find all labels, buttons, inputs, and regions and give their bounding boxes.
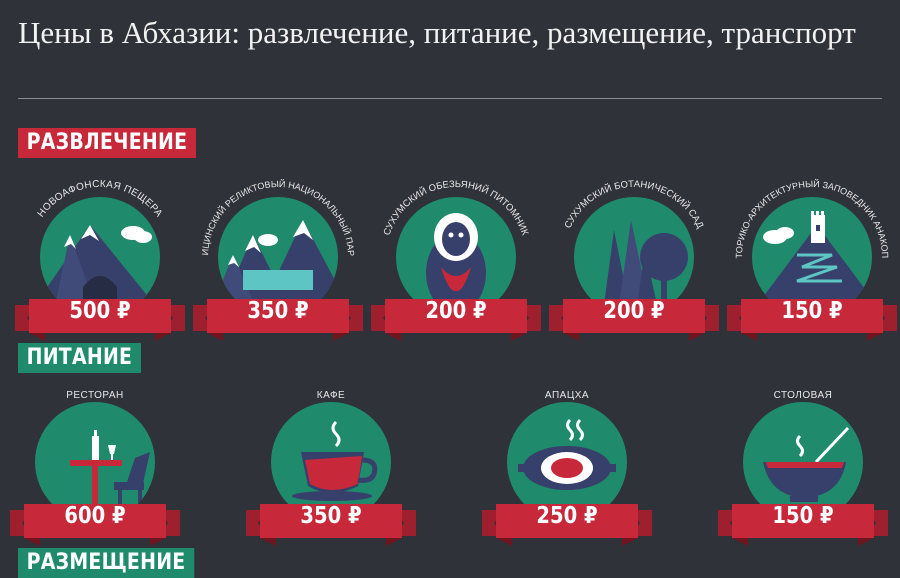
label-canteen: СТОЛОВАЯ — [773, 390, 833, 401]
food-card-cafe: 350 ₽ — [246, 400, 416, 550]
food-card-apatskha: 250 ₽ — [482, 400, 652, 550]
price-cave: 500 ₽ — [69, 298, 131, 324]
mountain-lake-icon — [193, 197, 363, 341]
price-cafe: 350 ₽ — [300, 503, 362, 529]
entertainment-card-monkey: 200 ₽ — [371, 195, 541, 345]
food-card-restaurant: 600 ₽ — [10, 400, 180, 550]
price-restaurant: 600 ₽ — [64, 503, 126, 529]
price-apatskha: 250 ₽ — [536, 503, 598, 529]
price-anakopia: 150 ₽ — [781, 298, 843, 324]
grill-plate-icon — [482, 402, 652, 546]
coffee-cup-icon — [246, 402, 416, 546]
entertainment-card-anakopia: 150 ₽ — [727, 195, 897, 345]
soup-bowl-icon — [718, 402, 888, 546]
price-park: 350 ₽ — [247, 298, 309, 324]
entertainment-card-cave: 500 ₽ — [15, 195, 185, 345]
monkey-icon — [371, 197, 541, 341]
price-monkey: 200 ₽ — [425, 298, 487, 324]
restaurant-table-icon — [10, 402, 180, 546]
trees-icon — [549, 197, 719, 341]
price-garden: 200 ₽ — [603, 298, 665, 324]
cave-mountain-icon — [15, 197, 185, 341]
label-cafe: КАФЕ — [316, 390, 346, 401]
section-label-food: ПИТАНИЕ — [18, 343, 141, 373]
label-apatskha: АПАЦХА — [544, 390, 590, 401]
entertainment-card-park: 350 ₽ — [193, 195, 363, 345]
title-divider — [18, 98, 882, 99]
section-label-entertainment: РАЗВЛЕЧЕНИЕ — [18, 128, 196, 158]
price-canteen: 150 ₽ — [772, 503, 834, 529]
fortress-mountain-icon — [727, 197, 897, 341]
label-restaurant: РЕСТОРАН — [66, 390, 124, 401]
food-card-canteen: 150 ₽ — [718, 400, 888, 550]
entertainment-card-garden: 200 ₽ — [549, 195, 719, 345]
section-label-lodging: РАЗМЕЩЕНИЕ — [18, 548, 195, 578]
page-title: Цены в Абхазии: развлечение, питание, ра… — [18, 15, 856, 50]
